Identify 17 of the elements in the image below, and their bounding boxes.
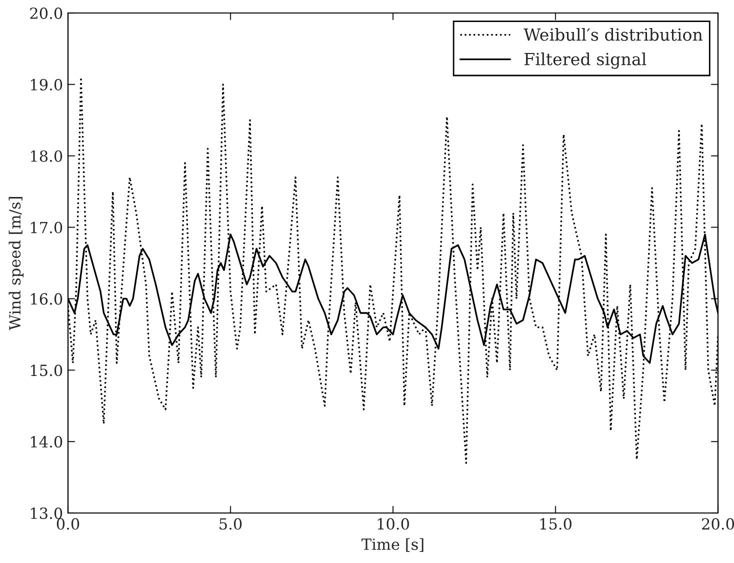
x-tick-label: 20.0 [702,518,734,530]
x-tick-label: 0.0 [56,518,80,530]
y-tick-label: 20.0 [30,7,62,20]
x-tick-label: 5.0 [220,518,242,530]
y-tick-label: 13.0 [30,507,62,520]
y-tick-label: 16.0 [30,293,62,305]
y-tick-label: 19.0 [30,78,62,90]
x-tick-label: 15.0 [540,518,572,530]
y-tick-label: 18.0 [30,150,62,162]
y-tick-label: 17.0 [30,222,62,234]
legend-label: Filtered signal [524,52,646,69]
y-tick-label: 14.0 [30,436,62,448]
x-axis-title: Time [s] [362,538,424,552]
x-tick-label: 10.0 [378,518,409,530]
y-tick-label: 15.0 [30,364,62,376]
y-axis-title: Wind speed [m/s] [8,197,24,330]
legend-label: Weibull′s distribution [524,28,703,41]
